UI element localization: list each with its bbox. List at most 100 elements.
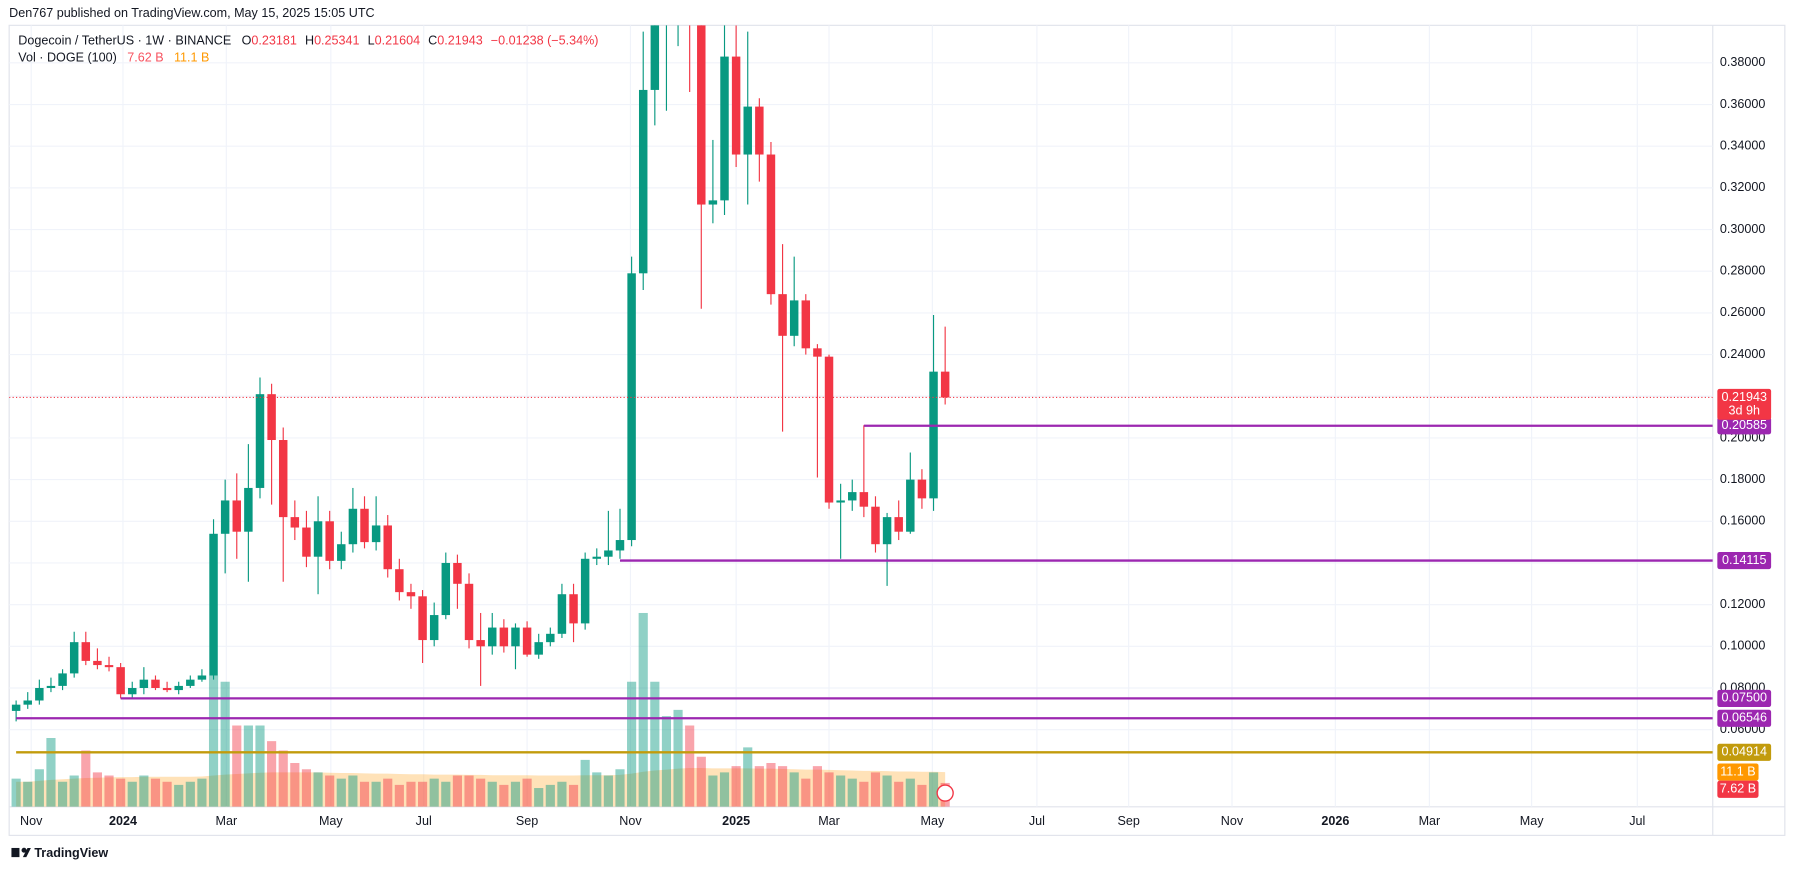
candle-body xyxy=(557,594,567,634)
volume-bar xyxy=(568,784,579,807)
low-label: L xyxy=(368,34,375,48)
volume-bar xyxy=(766,763,776,807)
volume-ma-area xyxy=(16,768,946,807)
y-tick-label: 0.28000 xyxy=(1720,264,1765,278)
volume-bar xyxy=(789,772,799,807)
x-tick-label: Nov xyxy=(619,814,642,828)
volume-bar xyxy=(255,725,265,807)
candle-body xyxy=(615,540,625,551)
volume-bar xyxy=(754,766,764,807)
candle-body xyxy=(337,544,346,561)
candle-body xyxy=(406,592,416,597)
x-tick-label: Sep xyxy=(516,814,538,828)
close-label: C xyxy=(428,34,437,48)
candle-body xyxy=(882,517,892,545)
candle-body xyxy=(464,583,474,641)
volume-bar xyxy=(325,775,335,807)
candle-body xyxy=(174,685,183,691)
candle-body xyxy=(906,479,915,532)
level-badge-text: 0.06546 xyxy=(1721,711,1766,725)
volume-bar xyxy=(452,775,462,807)
candle-body xyxy=(848,492,857,501)
level-badge xyxy=(1717,417,1772,435)
x-tick-label: May xyxy=(1520,814,1544,828)
candle-body xyxy=(197,675,207,680)
candle-body xyxy=(209,533,218,676)
y-tick-label: 0.24000 xyxy=(1720,347,1765,361)
level-badge-text: 0.04914 xyxy=(1721,745,1766,759)
volume-bar xyxy=(336,778,346,807)
candle-body xyxy=(371,525,381,543)
volume-bar xyxy=(371,781,381,807)
volume-bar xyxy=(719,772,730,807)
volume-bar xyxy=(464,775,474,807)
x-tick-label: 2024 xyxy=(109,814,137,828)
x-tick-label: May xyxy=(319,814,343,828)
candle-body xyxy=(278,440,288,518)
low-value: 0.21604 xyxy=(375,34,420,48)
volume-bar xyxy=(69,775,79,807)
candle-body xyxy=(348,508,358,545)
high-value: 0.25341 xyxy=(314,34,359,48)
candle-body xyxy=(418,596,427,641)
volume-bar xyxy=(46,738,56,807)
brand-logo xyxy=(11,847,31,858)
volume-bar xyxy=(487,781,497,807)
volume-title: Vol · DOGE (100) xyxy=(18,51,117,65)
volume-bar xyxy=(545,784,555,807)
volume-bar xyxy=(847,778,857,807)
candle-body xyxy=(871,506,880,545)
news-marker xyxy=(936,784,954,802)
candle-body xyxy=(766,154,776,295)
volume-bar xyxy=(580,759,590,807)
volume-bar xyxy=(197,778,207,807)
chart-frame xyxy=(8,24,1786,836)
candle-body xyxy=(720,56,729,201)
candle-body xyxy=(929,371,938,499)
volume-bar xyxy=(812,766,822,807)
candle-body xyxy=(220,500,230,534)
open-label: O xyxy=(242,34,252,48)
candle-body xyxy=(151,679,160,688)
volume-bar xyxy=(383,778,393,807)
legend-line: Dogecoin / TetherUS · 1W · BINANCE O0.23… xyxy=(18,34,598,48)
volume-bar xyxy=(92,772,102,807)
volume-bar xyxy=(243,725,253,807)
volume-bar xyxy=(603,775,613,807)
level-badge xyxy=(1717,743,1772,761)
level-badge xyxy=(1717,689,1772,707)
volume-bar xyxy=(696,756,706,807)
candle-body xyxy=(580,558,590,624)
x-tick-label: Jul xyxy=(1029,814,1045,828)
candle-body xyxy=(453,562,462,584)
close-value: 0.21943 xyxy=(437,34,482,48)
volume-bar xyxy=(11,778,21,807)
volume-bar xyxy=(359,781,370,807)
x-tick-label: 2025 xyxy=(722,814,750,828)
volume-bar xyxy=(57,781,68,807)
candle-body xyxy=(395,569,404,593)
candle-body xyxy=(476,640,485,647)
volume-bar xyxy=(174,784,184,807)
volume-bar xyxy=(23,781,33,807)
candle-body xyxy=(755,106,764,155)
volume-bar xyxy=(708,775,718,807)
y-tick-label: 0.36000 xyxy=(1720,97,1765,111)
volume-bar xyxy=(870,772,881,807)
candle-body xyxy=(836,500,845,503)
volume-last: 7.62 B xyxy=(127,51,163,65)
y-tick-label: 0.18000 xyxy=(1720,472,1765,486)
candle-body xyxy=(488,627,497,647)
volume-bar xyxy=(638,612,648,807)
volume-bar xyxy=(859,781,869,807)
volume-bar xyxy=(534,788,544,807)
candle-body xyxy=(429,615,439,641)
volume-bar xyxy=(150,778,161,807)
volume-bar xyxy=(267,741,277,807)
volume-bar xyxy=(917,784,927,807)
volume-bar xyxy=(743,747,753,807)
volume-ma-badge-text: 11.1 B xyxy=(1720,764,1755,778)
volume-bar xyxy=(394,784,404,807)
volume-ma-badge xyxy=(1717,763,1759,781)
